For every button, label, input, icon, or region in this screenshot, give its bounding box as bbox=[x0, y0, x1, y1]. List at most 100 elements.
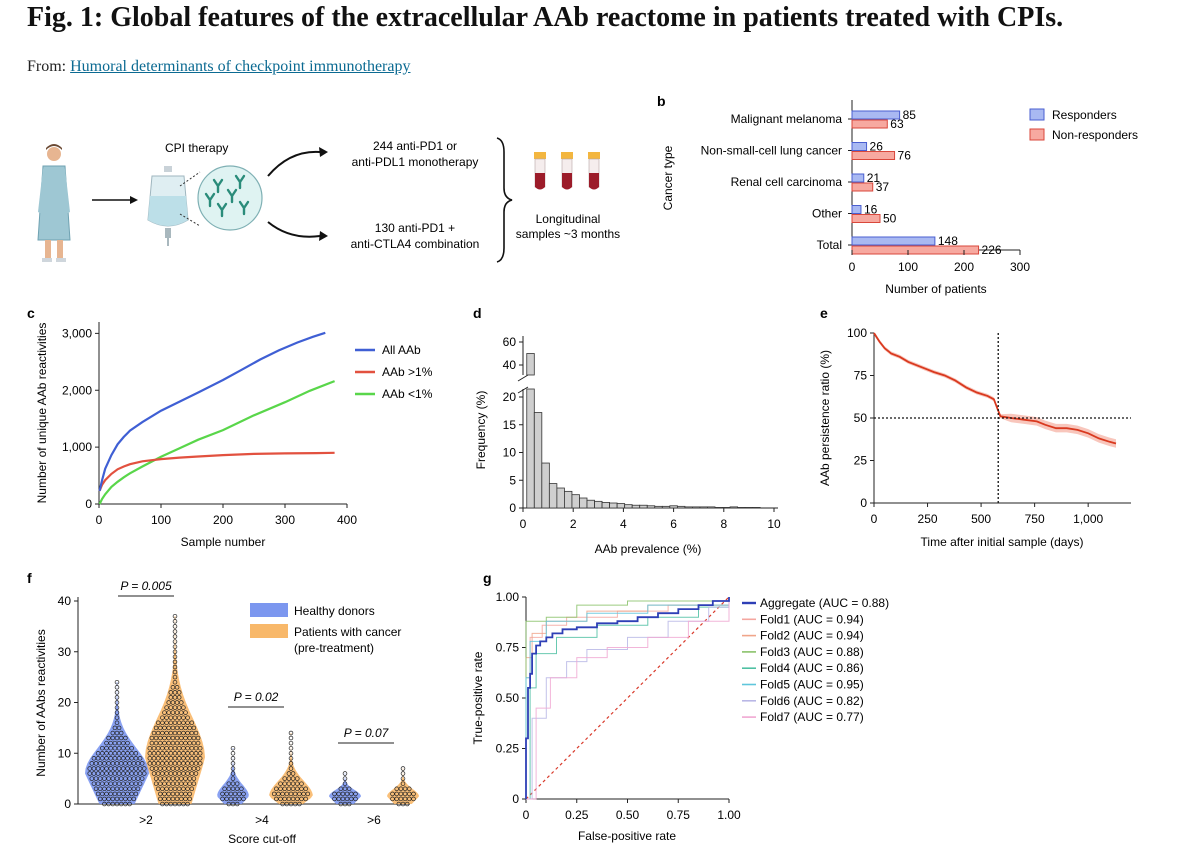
f-dot bbox=[162, 740, 167, 746]
f-dot bbox=[116, 751, 122, 756]
f-dot bbox=[400, 771, 406, 776]
cpi-therapy-label: CPI therapy bbox=[165, 141, 228, 155]
f-legend-label: Patients with cancer bbox=[294, 625, 401, 639]
f-dot bbox=[172, 771, 178, 776]
f-dot bbox=[230, 761, 236, 766]
f-dot bbox=[353, 791, 358, 797]
f-dot bbox=[127, 761, 132, 766]
f-dot bbox=[160, 730, 165, 736]
iv-bag-icon bbox=[147, 166, 189, 246]
f-dot bbox=[197, 745, 203, 751]
f-dot bbox=[183, 725, 188, 731]
b-bar-non-responders bbox=[851, 245, 980, 255]
f-dot bbox=[153, 735, 159, 741]
source-article-link[interactable]: Humoral determinants of checkpoint immun… bbox=[70, 58, 411, 75]
f-dot bbox=[170, 776, 176, 781]
f-dot bbox=[102, 801, 107, 807]
f-dot bbox=[170, 740, 176, 746]
f-dot bbox=[172, 761, 178, 766]
b-bar-non-responders bbox=[851, 214, 881, 223]
chart-f-violin: 0 10 20 30 40 >2 >4 >6 P = 0.005 P = 0.02 P = 0.07… bbox=[34, 579, 419, 846]
f-y-tick-label: 30 bbox=[58, 645, 72, 659]
f-dot bbox=[407, 796, 412, 802]
f-dot bbox=[222, 786, 227, 792]
f-dot bbox=[172, 659, 178, 665]
f-dot bbox=[116, 791, 122, 797]
f-dot bbox=[174, 725, 180, 731]
f-dot bbox=[155, 761, 161, 766]
f-dot bbox=[155, 756, 161, 761]
f-dot bbox=[106, 786, 111, 792]
g-y-tick-label: 0.50 bbox=[496, 691, 520, 705]
f-violin-healthy bbox=[329, 773, 361, 804]
e-x-tick-label: 750 bbox=[1025, 512, 1045, 526]
f-dot bbox=[151, 756, 157, 761]
f-dot bbox=[303, 796, 308, 802]
f-dot bbox=[166, 796, 171, 802]
f-dot bbox=[185, 745, 190, 751]
f-dot bbox=[135, 786, 141, 792]
f-dot bbox=[118, 735, 124, 741]
b-x-axis-label: Number of patients bbox=[885, 282, 986, 296]
f-dot bbox=[118, 730, 124, 736]
f-dot bbox=[181, 745, 186, 751]
f-dot bbox=[191, 776, 197, 781]
f-dot bbox=[135, 761, 141, 766]
f-dot bbox=[170, 796, 176, 802]
e-confidence-band bbox=[874, 333, 1116, 448]
f-dot bbox=[149, 735, 155, 741]
f-violin-healthy bbox=[217, 748, 249, 804]
f-dot bbox=[108, 771, 113, 776]
g-fold-curve-7 bbox=[526, 597, 730, 800]
f-dot bbox=[158, 735, 163, 741]
f-dot bbox=[160, 761, 165, 766]
arrow-icon bbox=[319, 147, 328, 157]
d-histogram-bar bbox=[541, 462, 550, 509]
b-bar-responders bbox=[851, 173, 865, 183]
f-dot bbox=[174, 791, 180, 797]
f-dot bbox=[174, 766, 180, 771]
f-dot bbox=[168, 756, 174, 761]
f-dot bbox=[127, 776, 132, 781]
f-dot bbox=[121, 740, 126, 746]
f-dot bbox=[288, 766, 294, 771]
f-dot bbox=[95, 771, 101, 776]
c-y-tick-label: 2,000 bbox=[62, 383, 92, 397]
f-dot bbox=[224, 791, 229, 797]
f-dot bbox=[162, 725, 167, 731]
f-dot bbox=[123, 786, 128, 792]
g-x-tick-label: 1.00 bbox=[717, 808, 741, 822]
f-dot bbox=[189, 761, 195, 766]
f-dot bbox=[195, 740, 201, 746]
f-dot bbox=[166, 725, 171, 731]
d-histogram-bar bbox=[737, 507, 746, 509]
f-dot bbox=[93, 761, 99, 766]
f-dot bbox=[125, 771, 130, 776]
f-dot bbox=[164, 745, 169, 751]
d-histogram-bar bbox=[594, 500, 603, 509]
f-dot bbox=[158, 766, 163, 771]
f-legend-swatch bbox=[250, 603, 288, 617]
b-bar-responders bbox=[851, 205, 862, 214]
f-dot bbox=[155, 720, 161, 726]
f-legend-label: (pre-treatment) bbox=[294, 641, 374, 655]
f-dot bbox=[155, 745, 161, 751]
b-bar-value: 37 bbox=[876, 180, 890, 194]
f-dot bbox=[100, 791, 105, 797]
d-histogram-bar bbox=[654, 505, 663, 509]
f-dot bbox=[168, 705, 174, 710]
f-dot bbox=[172, 619, 178, 624]
f-p-value: P = 0.005 bbox=[120, 579, 172, 593]
f-dot bbox=[106, 796, 111, 802]
f-dot bbox=[127, 786, 132, 792]
d-histogram-bar bbox=[579, 497, 588, 509]
f-dot bbox=[342, 781, 348, 786]
b-bar-value: 21 bbox=[867, 171, 881, 185]
f-dot-cloud bbox=[390, 766, 416, 807]
f-dot bbox=[100, 745, 105, 751]
f-dot bbox=[237, 791, 242, 797]
f-dot bbox=[276, 791, 281, 797]
b-category-label: Non-small-cell lung cancer bbox=[701, 144, 842, 158]
f-dot bbox=[166, 700, 171, 705]
